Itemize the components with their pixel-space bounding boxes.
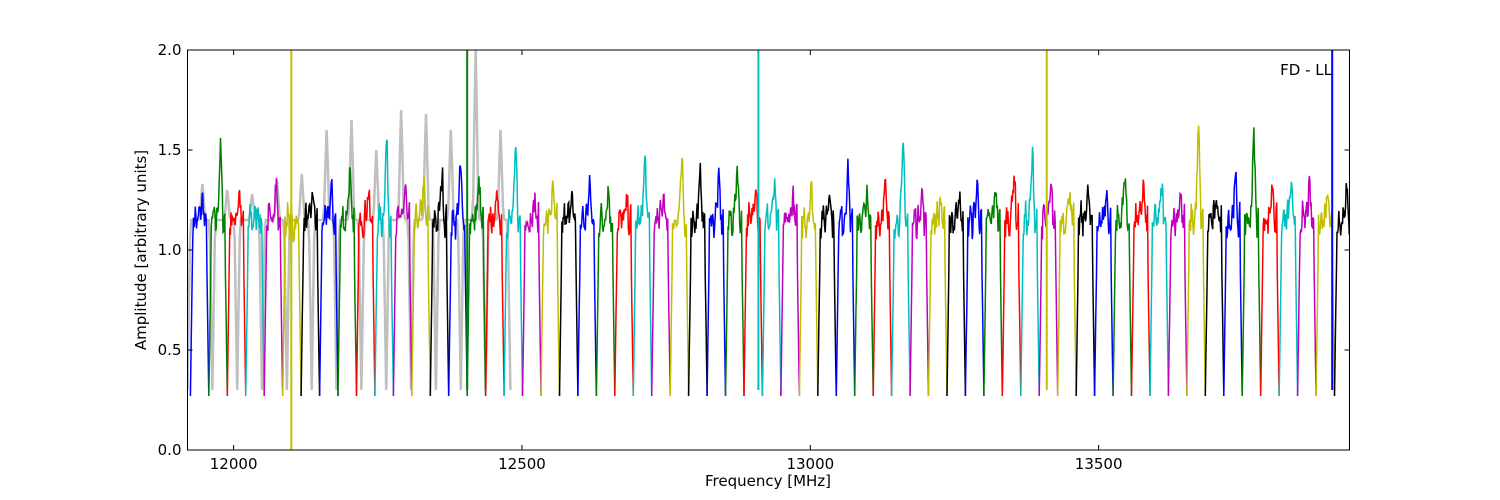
channel-trace	[318, 178, 339, 397]
channel-trace	[392, 184, 413, 397]
channel-trace	[614, 193, 635, 397]
channel-trace	[835, 158, 856, 397]
channel-trace	[632, 155, 653, 397]
channel-trace	[244, 204, 265, 397]
channel-trace	[263, 177, 284, 397]
x-tick-label: 13500	[1075, 455, 1123, 473]
channel-trace	[577, 174, 598, 397]
channel-trace	[1278, 181, 1299, 397]
channel-trace	[817, 194, 838, 397]
y-tick-label: 2.0	[158, 41, 182, 59]
channel-trace	[300, 191, 321, 397]
channel-trace	[1223, 171, 1243, 397]
channel-trace	[669, 157, 690, 397]
channel-trace	[1241, 127, 1262, 397]
channel-trace	[872, 178, 893, 397]
channel-trace	[1259, 184, 1280, 397]
channel-trace	[1020, 146, 1040, 397]
channel-trace	[189, 192, 210, 397]
channel-trace	[650, 193, 671, 397]
channel-trace	[909, 187, 930, 397]
channel-trace	[337, 167, 358, 397]
x-tick-label: 12000	[210, 455, 258, 473]
plot-data-area	[187, 50, 1350, 450]
y-tick-label: 0.0	[158, 441, 182, 459]
channel-trace	[1167, 191, 1188, 397]
channel-trace	[946, 191, 967, 397]
channel-trace	[558, 190, 579, 397]
channel-trace	[411, 176, 432, 397]
y-tick-label: 1.5	[158, 141, 182, 159]
channel-trace	[484, 190, 505, 397]
channel-trace	[798, 181, 819, 397]
channel-trace	[521, 192, 542, 397]
channel-trace	[706, 167, 727, 397]
channel-trace	[1038, 183, 1059, 397]
channel-trace	[1204, 199, 1225, 397]
channel-trace	[890, 142, 911, 397]
channel-trace	[1112, 178, 1133, 397]
y-tick-label: 0.5	[158, 341, 182, 359]
channel-trace	[374, 139, 395, 397]
channel-trace	[429, 167, 450, 397]
channel-trace	[927, 195, 948, 397]
channel-trace	[964, 179, 985, 397]
channel-trace	[780, 185, 801, 397]
channel-trace	[1075, 184, 1096, 397]
chart-annotation: FD - LL	[1280, 61, 1332, 79]
channel-trace	[595, 186, 616, 397]
x-tick-label: 13000	[786, 455, 834, 473]
channel-trace	[355, 189, 376, 397]
channel-trace	[1130, 179, 1151, 397]
channel-trace	[983, 191, 1004, 397]
channel-trace	[1296, 175, 1317, 397]
channel-trace	[724, 165, 745, 397]
channel-trace	[466, 176, 487, 397]
channel-trace	[687, 162, 708, 397]
channel-trace	[1333, 183, 1350, 397]
channel-trace	[208, 137, 229, 397]
y-tick-label: 1.0	[158, 241, 182, 259]
x-tick-label: 12500	[498, 455, 546, 473]
channel-trace	[1093, 190, 1114, 397]
channel-trace	[1001, 175, 1022, 397]
channel-trace	[853, 184, 874, 397]
channel-trace	[447, 165, 468, 397]
y-axis: 0.0 0.5 1.0 1.5 2.0	[158, 41, 1350, 459]
y-axis-title: Amplitude [arbitrary units]	[132, 150, 150, 350]
channel-trace	[503, 147, 524, 397]
channel-trace	[226, 189, 247, 397]
x-axis-title: Frequency [MHz]	[705, 472, 831, 490]
channel-trace	[1186, 125, 1207, 397]
channel-trace	[1056, 192, 1077, 397]
channel-trace	[540, 180, 561, 397]
plot-background	[187, 50, 1350, 450]
channel-trace	[1149, 183, 1170, 397]
x-axis: 12000 12500 13000 13500	[210, 50, 1123, 473]
channel-trace	[761, 178, 782, 397]
